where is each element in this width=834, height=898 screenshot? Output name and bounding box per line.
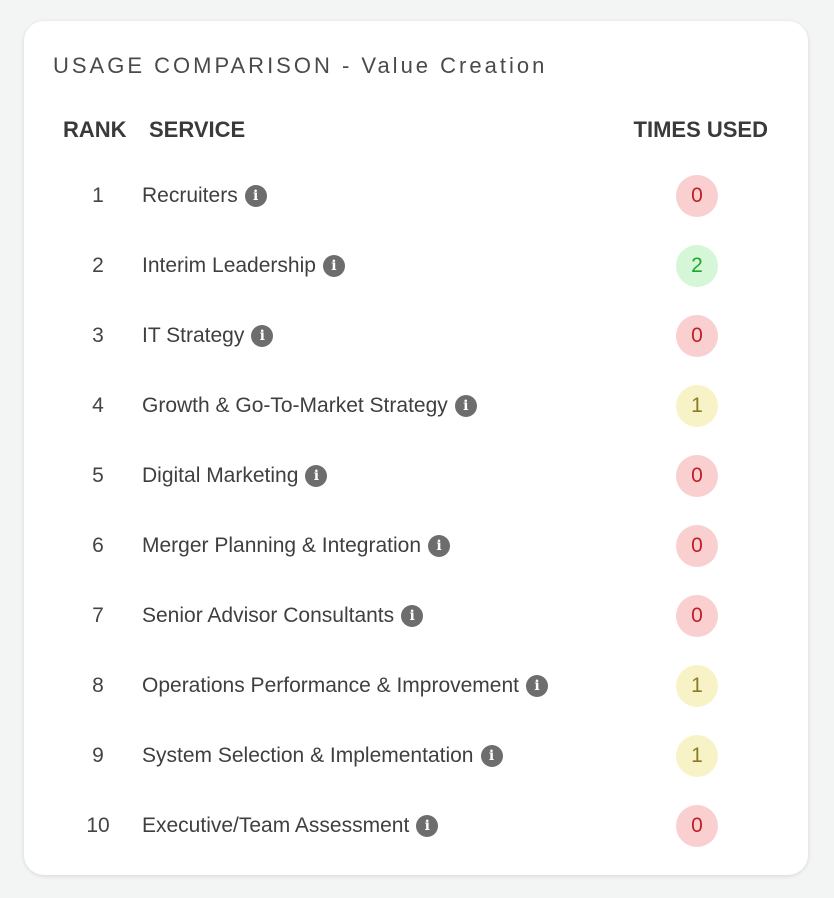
rank-value: 1 <box>92 184 104 207</box>
rank-value: 6 <box>92 534 104 557</box>
times-used-badge: 0 <box>676 805 718 847</box>
table-row: 8 Operations Performance & Improvement i… <box>24 651 808 721</box>
service-cell: IT Strategy i <box>142 301 274 371</box>
service-cell: Executive/Team Assessment i <box>142 791 439 861</box>
table-row: 5 Digital Marketing i 0 <box>24 441 808 511</box>
service-name: Operations Performance & Improvement <box>142 674 519 697</box>
service-column-header: SERVICE <box>149 117 246 142</box>
info-icon[interactable]: i <box>401 605 424 627</box>
times-used-badge: 1 <box>676 385 718 427</box>
info-icon[interactable]: i <box>428 535 450 557</box>
info-icon[interactable]: i <box>244 185 267 207</box>
service-name: Executive/Team Assessment <box>142 814 410 837</box>
service-list: 1 Recruiters i 0 2 Interim Leadership i … <box>24 161 808 861</box>
rank-value: 7 <box>92 604 104 627</box>
times-used-badge: 0 <box>676 525 718 567</box>
table-row: 1 Recruiters i 0 <box>24 161 808 231</box>
service-cell: Digital Marketing i <box>142 441 328 511</box>
times-used-badge: 0 <box>676 595 718 637</box>
rank-value: 10 <box>86 814 110 837</box>
times-used-column-header: TIMES USED <box>633 117 768 142</box>
rank-value: 4 <box>92 394 104 417</box>
times-used-badge: 1 <box>676 735 718 777</box>
rank-value: 2 <box>92 254 104 277</box>
times-used-badge: 0 <box>676 455 718 497</box>
table-row: 7 Senior Advisor Consultants i 0 <box>24 581 808 651</box>
info-icon[interactable]: i <box>416 815 439 837</box>
service-name: Recruiters <box>142 184 238 207</box>
info-icon[interactable]: i <box>305 465 328 487</box>
table-row: 4 Growth & Go-To-Market Strategy i 1 <box>24 371 808 441</box>
card-title: USAGE COMPARISON - Value Creation <box>53 53 548 78</box>
service-cell: Operations Performance & Improvement i <box>142 651 548 721</box>
service-cell: Growth & Go-To-Market Strategy i <box>142 371 477 441</box>
rank-value: 9 <box>92 744 104 767</box>
rank-value: 3 <box>92 324 104 347</box>
info-icon[interactable]: i <box>322 255 345 277</box>
times-used-badge: 0 <box>676 315 718 357</box>
service-cell: System Selection & Implementation i <box>142 721 503 791</box>
service-cell: Senior Advisor Consultants i <box>142 581 424 651</box>
service-name: IT Strategy <box>142 324 245 347</box>
service-cell: Interim Leadership i <box>142 231 345 301</box>
table-row: 6 Merger Planning & Integration i 0 <box>24 511 808 581</box>
service-name: Interim Leadership <box>142 254 316 277</box>
info-icon[interactable]: i <box>251 325 274 347</box>
info-icon[interactable]: i <box>480 745 503 767</box>
times-used-badge: 2 <box>676 245 718 287</box>
usage-comparison-card: USAGE COMPARISON - Value Creation RANK S… <box>24 21 808 875</box>
info-icon[interactable]: i <box>454 395 477 417</box>
service-cell: Merger Planning & Integration i <box>142 511 450 581</box>
times-used-badge: 1 <box>676 665 718 707</box>
service-name: Growth & Go-To-Market Strategy <box>142 394 448 417</box>
times-used-badge: 0 <box>676 175 718 217</box>
rank-column-header: RANK <box>63 117 127 142</box>
rank-value: 8 <box>92 674 104 697</box>
service-name: System Selection & Implementation <box>142 744 474 767</box>
table-row: 9 System Selection & Implementation i 1 <box>24 721 808 791</box>
table-row: 10 Executive/Team Assessment i 0 <box>24 791 808 861</box>
rank-value: 5 <box>92 464 104 487</box>
table-header: RANK SERVICE TIMES USED <box>24 117 808 143</box>
info-icon[interactable]: i <box>526 675 548 697</box>
service-name: Senior Advisor Consultants <box>142 604 395 627</box>
service-cell: Recruiters i <box>142 161 267 231</box>
service-name: Merger Planning & Integration <box>142 534 421 557</box>
table-row: 3 IT Strategy i 0 <box>24 301 808 371</box>
table-row: 2 Interim Leadership i 2 <box>24 231 808 301</box>
service-name: Digital Marketing <box>142 464 299 487</box>
